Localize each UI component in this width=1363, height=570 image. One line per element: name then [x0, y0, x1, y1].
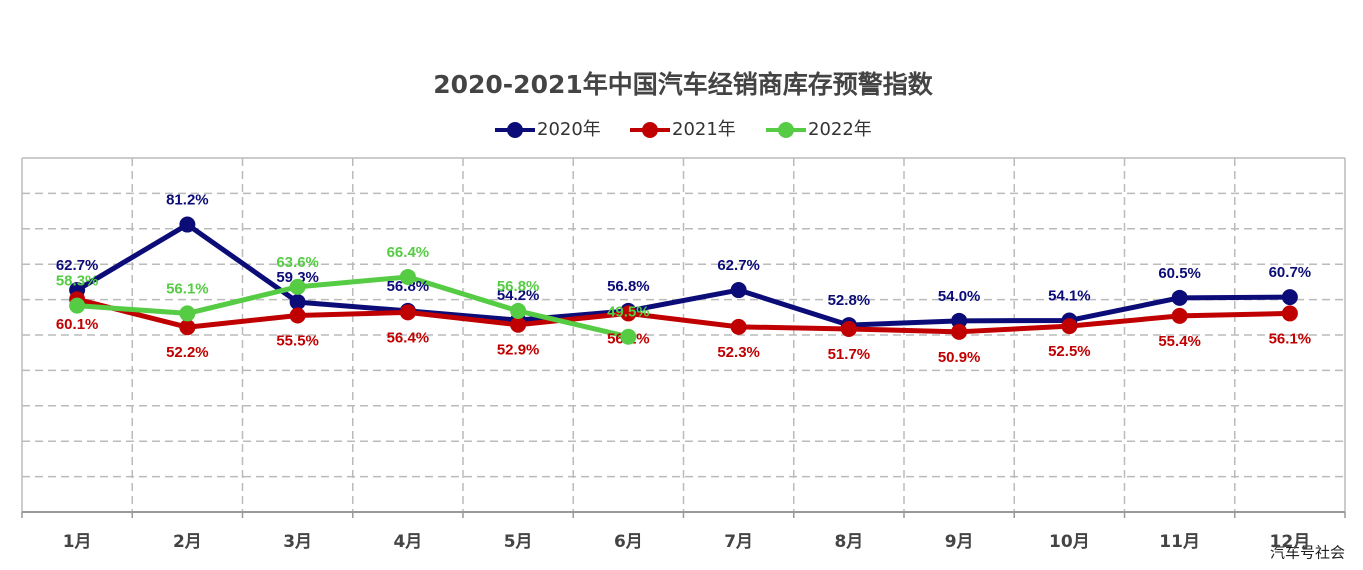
data-label: 60.5%	[1158, 265, 1201, 282]
data-label: 52.3%	[717, 344, 760, 361]
data-point	[69, 297, 86, 314]
data-point	[179, 216, 196, 233]
data-point	[620, 305, 637, 322]
data-label: 52.5%	[1048, 343, 1091, 360]
data-point	[951, 312, 968, 329]
x-tick-label: 9月	[945, 532, 974, 552]
legend-marker	[778, 122, 794, 138]
data-point	[620, 328, 637, 345]
data-point	[179, 305, 196, 322]
data-point	[1061, 318, 1078, 335]
legend-label: 2021年	[672, 119, 736, 140]
data-label: 56.8%	[497, 278, 540, 295]
data-point	[510, 316, 527, 333]
data-point	[1171, 289, 1188, 306]
x-tick-label: 6月	[614, 532, 643, 552]
data-point	[1281, 289, 1298, 306]
data-label: 63.6%	[276, 254, 319, 271]
data-label: 60.7%	[1269, 264, 1312, 281]
data-point	[289, 294, 306, 311]
data-label: 52.8%	[828, 292, 871, 309]
data-label: 56.1%	[1269, 330, 1312, 347]
data-label: 54.2%	[497, 287, 540, 304]
data-label: 56.8%	[387, 278, 430, 295]
data-point	[951, 323, 968, 340]
series-line	[76, 296, 1290, 335]
data-label: 55.4%	[1158, 333, 1201, 350]
data-label: 54.0%	[938, 288, 981, 305]
x-tick-label: 3月	[283, 532, 312, 552]
data-label: 49.5%	[607, 304, 650, 321]
data-label: 66.4%	[387, 244, 430, 261]
data-label: 62.7%	[56, 257, 99, 274]
data-point	[179, 319, 196, 336]
data-point	[1281, 305, 1298, 322]
x-tick-label: 11月	[1159, 532, 1200, 552]
legend-marker	[507, 122, 523, 138]
data-point	[399, 268, 416, 285]
data-label: 62.7%	[717, 257, 760, 274]
x-tick-label: 8月	[834, 532, 863, 552]
data-point	[510, 302, 527, 319]
legend-label: 2022年	[808, 119, 872, 140]
data-point	[289, 278, 306, 295]
x-tick-label: 4月	[393, 532, 422, 552]
data-label: 51.7%	[828, 346, 871, 363]
chart-title: 2020-2021年中国汽车经销商库存预警指数	[433, 70, 934, 99]
x-tick-label: 7月	[724, 532, 753, 552]
data-label: 56.1%	[166, 280, 209, 297]
data-label: 58.3%	[56, 273, 99, 290]
data-point	[289, 307, 306, 324]
data-label: 81.2%	[166, 192, 209, 209]
x-tick-label: 10月	[1049, 532, 1090, 552]
data-point	[1171, 307, 1188, 324]
x-tick-label: 12月	[1270, 532, 1311, 552]
data-label: 54.1%	[1048, 287, 1091, 304]
x-tick-label: 5月	[504, 532, 533, 552]
watermark: 汽车号社会	[1270, 544, 1345, 562]
x-tick-label: 2月	[173, 532, 202, 552]
data-label: 52.2%	[166, 344, 209, 361]
data-point	[399, 304, 416, 321]
legend-label: 2020年	[537, 119, 601, 140]
data-label: 56.8%	[607, 278, 650, 295]
data-point	[840, 320, 857, 337]
legend-marker	[642, 122, 658, 138]
data-point	[730, 318, 747, 335]
data-point	[730, 282, 747, 299]
data-label: 52.9%	[497, 342, 540, 359]
data-label: 50.9%	[938, 349, 981, 366]
x-tick-label: 1月	[63, 532, 92, 552]
data-label: 56.4%	[387, 329, 430, 346]
series-line	[76, 274, 629, 340]
data-label: 55.5%	[276, 332, 319, 349]
data-label: 60.1%	[56, 316, 99, 333]
data-label: 59.3%	[276, 269, 319, 286]
